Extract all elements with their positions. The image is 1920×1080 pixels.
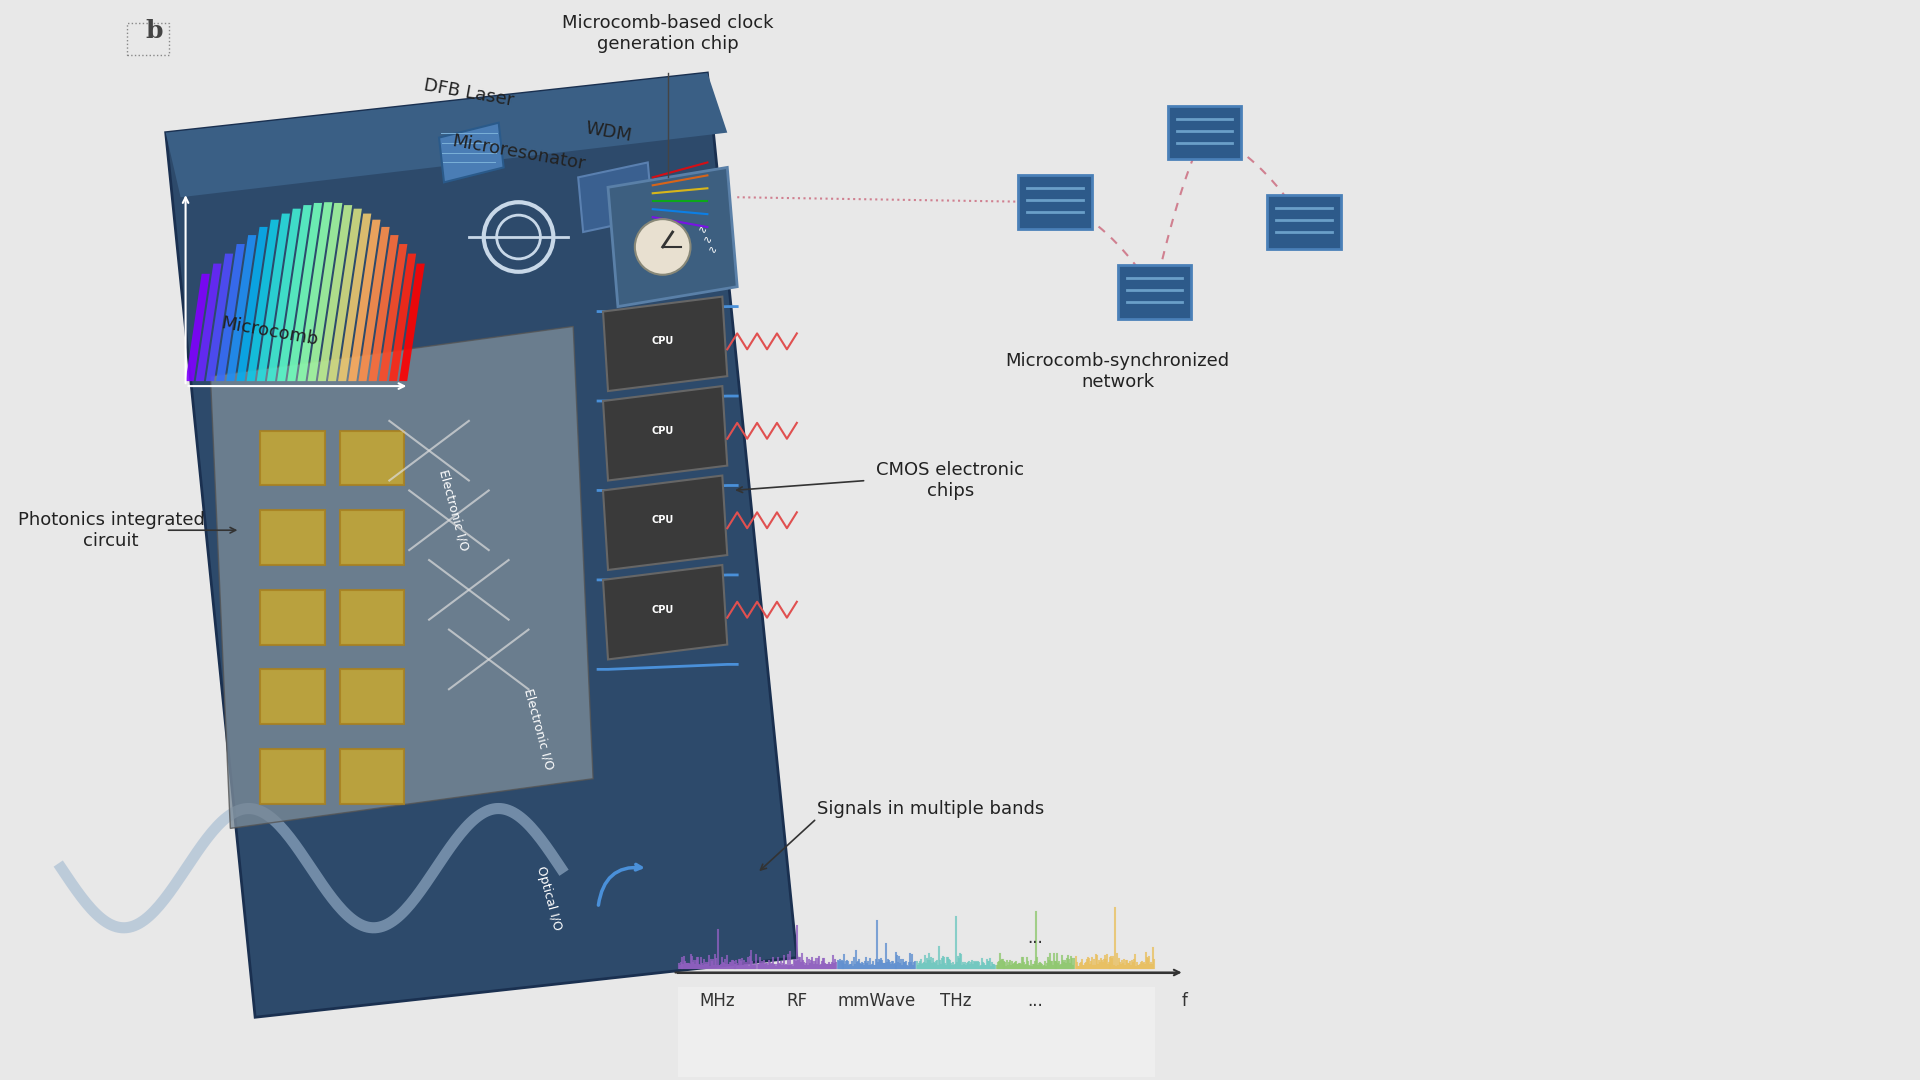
Polygon shape — [259, 748, 324, 804]
Polygon shape — [578, 162, 653, 232]
Polygon shape — [205, 254, 232, 381]
Text: Electronic I/O: Electronic I/O — [522, 687, 555, 771]
FancyBboxPatch shape — [1267, 195, 1340, 248]
Polygon shape — [217, 244, 244, 381]
Polygon shape — [340, 590, 405, 645]
Polygon shape — [259, 590, 324, 645]
Polygon shape — [259, 511, 324, 565]
Polygon shape — [317, 205, 351, 381]
Polygon shape — [227, 235, 255, 381]
Text: CPU: CPU — [651, 605, 674, 615]
Text: Signals in multiple bands: Signals in multiple bands — [816, 799, 1044, 818]
Polygon shape — [165, 73, 797, 1017]
Text: Electronic I/O: Electronic I/O — [438, 469, 470, 552]
Polygon shape — [259, 670, 324, 724]
Polygon shape — [196, 264, 221, 381]
Polygon shape — [165, 73, 728, 198]
Polygon shape — [298, 202, 332, 381]
Text: ∿: ∿ — [697, 224, 707, 234]
Text: Microcomb-synchronized
network: Microcomb-synchronized network — [1006, 352, 1229, 391]
Text: CPU: CPU — [651, 515, 674, 525]
Polygon shape — [246, 219, 278, 381]
Polygon shape — [307, 203, 342, 381]
Text: mmWave: mmWave — [837, 993, 916, 1011]
FancyBboxPatch shape — [1167, 106, 1240, 160]
Text: Microcomb-based clock
generation chip: Microcomb-based clock generation chip — [563, 14, 774, 53]
Polygon shape — [288, 203, 323, 381]
Polygon shape — [211, 326, 593, 828]
Text: CPU: CPU — [651, 336, 674, 347]
Polygon shape — [340, 511, 405, 565]
Text: MHz: MHz — [699, 993, 735, 1011]
Text: Microresonator: Microresonator — [451, 132, 588, 173]
Text: CMOS electronic
chips: CMOS electronic chips — [876, 461, 1025, 500]
Text: f: f — [1181, 993, 1187, 1011]
Polygon shape — [338, 214, 371, 381]
Polygon shape — [186, 273, 209, 381]
FancyBboxPatch shape — [1018, 175, 1092, 229]
Polygon shape — [603, 475, 728, 570]
Text: ...: ... — [1027, 929, 1043, 947]
Polygon shape — [603, 565, 728, 660]
Text: THz: THz — [941, 993, 972, 1011]
Polygon shape — [390, 254, 417, 381]
Text: Optical I/O: Optical I/O — [534, 864, 563, 932]
Polygon shape — [259, 431, 324, 486]
Text: CPU: CPU — [651, 426, 674, 436]
Text: ...: ... — [1027, 993, 1043, 1011]
Polygon shape — [609, 167, 737, 307]
Polygon shape — [236, 227, 267, 381]
Polygon shape — [276, 205, 311, 381]
Polygon shape — [257, 214, 290, 381]
Bar — [678, 987, 1154, 1077]
Polygon shape — [603, 386, 728, 481]
FancyBboxPatch shape — [1117, 265, 1192, 319]
Text: ∿: ∿ — [703, 234, 712, 244]
Circle shape — [636, 219, 691, 274]
Polygon shape — [340, 670, 405, 724]
Polygon shape — [603, 297, 728, 391]
Polygon shape — [348, 219, 380, 381]
Polygon shape — [399, 264, 424, 381]
Text: Microcomb: Microcomb — [221, 314, 321, 349]
Text: Photonics integrated
circuit: Photonics integrated circuit — [17, 511, 204, 550]
Polygon shape — [440, 123, 503, 183]
Text: ∿: ∿ — [707, 244, 716, 254]
Polygon shape — [340, 748, 405, 804]
Polygon shape — [267, 208, 301, 381]
Polygon shape — [359, 227, 390, 381]
Text: RF: RF — [787, 993, 808, 1011]
Polygon shape — [328, 208, 361, 381]
Text: DFB Laser: DFB Laser — [422, 76, 515, 110]
Text: b: b — [146, 19, 163, 43]
Polygon shape — [378, 244, 407, 381]
Text: WDM: WDM — [584, 120, 634, 146]
Polygon shape — [340, 431, 405, 486]
Polygon shape — [369, 235, 399, 381]
